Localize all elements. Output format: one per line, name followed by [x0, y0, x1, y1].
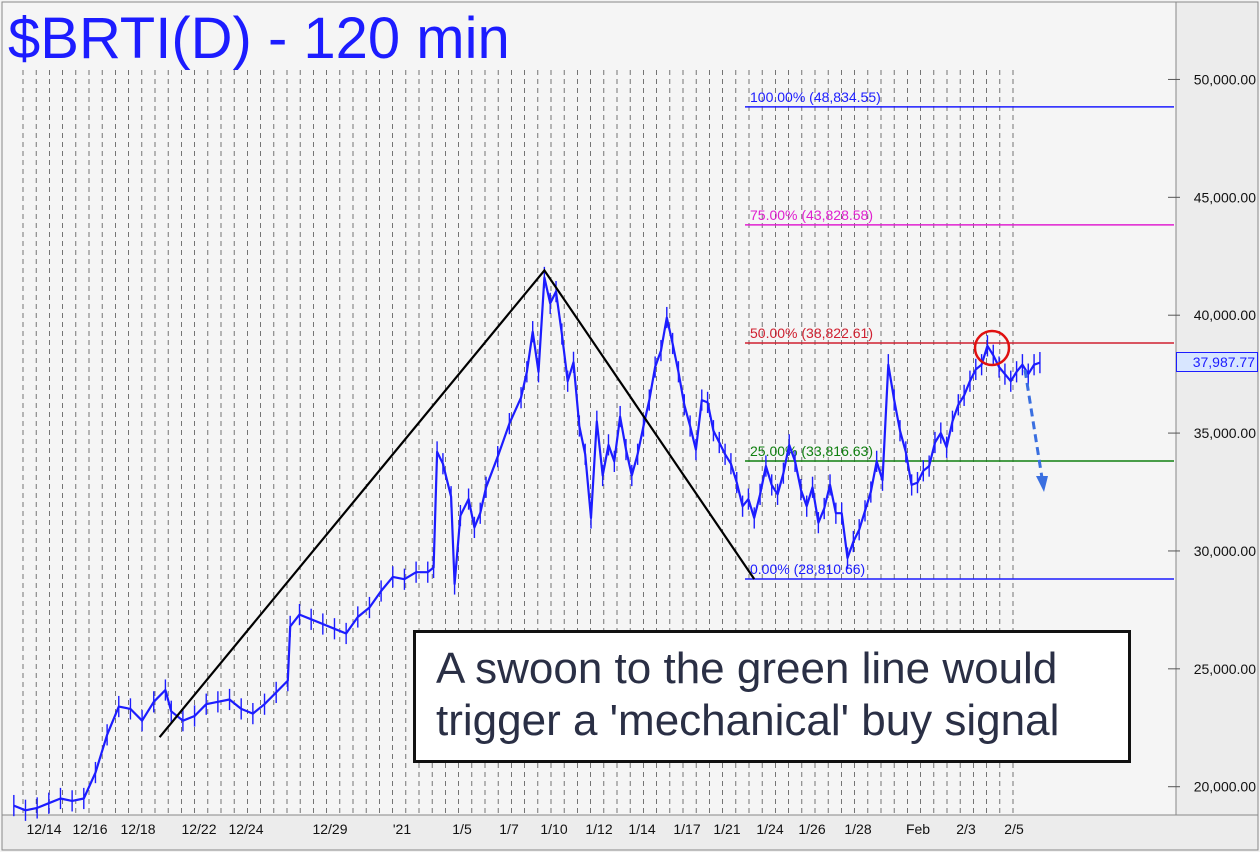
- y-tick-label: 45,000.00: [1194, 189, 1256, 205]
- x-tick-label: 1/21: [713, 821, 740, 837]
- x-tick-label: '21: [393, 821, 411, 837]
- fib-level-label: 100.00% (48,834.55): [750, 89, 881, 105]
- y-tick-label: 25,000.00: [1194, 661, 1256, 677]
- x-tick-label: 12/16: [72, 821, 107, 837]
- x-tick-label: 1/12: [585, 821, 612, 837]
- fib-level-label: 50.00% (38,822.61): [750, 325, 873, 341]
- y-tick-label: 40,000.00: [1194, 307, 1256, 323]
- fib-level-label: 75.00% (43,828.58): [750, 207, 873, 223]
- x-axis-ticks: 12/14 12/16 12/18 12/22 12/24 12/29 '21 1/5 1/7 1…: [26, 821, 1023, 837]
- x-tick-label: 2/3: [956, 821, 976, 837]
- x-tick-label: Feb: [906, 821, 930, 837]
- x-tick-label: 1/28: [844, 821, 871, 837]
- x-tick-label: 1/17: [673, 821, 700, 837]
- x-tick-label: 1/10: [540, 821, 567, 837]
- x-tick-label: 12/18: [120, 821, 155, 837]
- last-price-tag: 37,987.77: [1176, 352, 1258, 372]
- y-tick-label: 20,000.00: [1194, 779, 1256, 795]
- y-tick-label: 50,000.00: [1194, 71, 1256, 87]
- x-tick-label: 12/29: [312, 821, 347, 837]
- x-tick-label: 12/24: [228, 821, 263, 837]
- y-tick-label: 30,000.00: [1194, 543, 1256, 559]
- price-line: [13, 276, 1041, 812]
- fib-level-label: 25.00% (33,816.63): [750, 443, 873, 459]
- pattern-line: [158, 268, 756, 738]
- x-axis-panel: [1, 814, 1259, 851]
- fib-level-label: 0.00% (28,810.66): [750, 561, 865, 577]
- x-tick-label: 1/7: [499, 821, 519, 837]
- highlight-circle: [973, 329, 1011, 367]
- projection-arrow: [1023, 369, 1048, 492]
- x-tick-label: 1/5: [452, 821, 472, 837]
- x-tick-label: 1/24: [756, 821, 783, 837]
- x-tick-label: 1/14: [628, 821, 655, 837]
- chart-title: $BRTI(D) - 120 min: [8, 6, 510, 71]
- y-axis-ticks: 20,000.00 25,000.00 30,000.00 35,000.00 40,0…: [1168, 71, 1256, 795]
- x-tick-label: 12/22: [181, 821, 216, 837]
- annotation-box: A swoon to the green line would trigger …: [413, 630, 1131, 763]
- y-axis-panel: [1175, 1, 1259, 816]
- grid-lines: [22, 70, 1014, 815]
- x-tick-label: 1/26: [798, 821, 825, 837]
- x-tick-label: 2/5: [1004, 821, 1024, 837]
- fibonacci-levels: 100.00% (48,834.55) 75.00% (43,828.58) 50.…: [745, 89, 1174, 580]
- annotation-line-1: A swoon to the green line would: [436, 644, 1058, 693]
- y-tick-label: 35,000.00: [1194, 425, 1256, 441]
- abc-pattern: [158, 268, 756, 738]
- x-tick-label: 12/14: [26, 821, 61, 837]
- annotation-line-2: trigger a 'mechanical' buy signal: [436, 696, 1060, 745]
- price-series: [13, 266, 1041, 821]
- annotation-text: A swoon to the green line would trigger …: [436, 643, 1126, 747]
